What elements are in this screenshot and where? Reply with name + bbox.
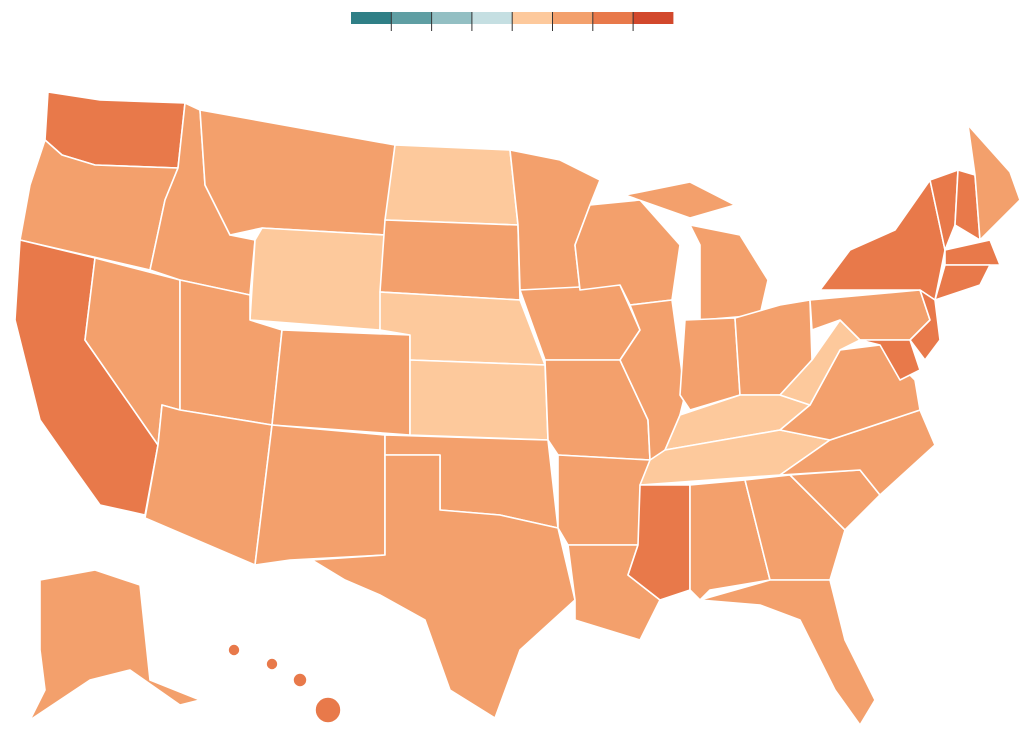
- region: [379, 219, 521, 301]
- legend: [351, 12, 674, 31]
- legend-swatch: [351, 12, 392, 24]
- region: [624, 181, 736, 219]
- region: [314, 696, 342, 724]
- region: [744, 474, 846, 581]
- region: [557, 454, 651, 546]
- region: [254, 424, 386, 566]
- legend-swatch: [592, 12, 634, 24]
- region: [144, 404, 273, 566]
- region: [409, 359, 549, 441]
- region: [227, 643, 241, 657]
- region: [384, 144, 519, 226]
- region: [689, 224, 769, 321]
- states: [14, 91, 1021, 726]
- region: [311, 454, 576, 719]
- region: [292, 672, 308, 688]
- legend-swatch: [471, 12, 513, 24]
- region: [809, 289, 931, 341]
- legend-swatch: [391, 12, 432, 24]
- region: [199, 109, 396, 236]
- region: [574, 199, 681, 306]
- legend-swatch: [633, 12, 674, 24]
- region: [249, 227, 386, 331]
- legend-swatch: [552, 12, 593, 24]
- legend-swatch: [512, 12, 553, 24]
- region: [944, 239, 1001, 266]
- region: [967, 124, 1021, 241]
- region: [265, 657, 279, 671]
- region: [859, 339, 921, 381]
- region: [679, 317, 741, 411]
- region: [29, 569, 201, 721]
- region: [819, 179, 946, 301]
- region: [934, 264, 991, 301]
- region: [699, 579, 876, 726]
- legend-swatch: [431, 12, 472, 24]
- region: [271, 329, 411, 436]
